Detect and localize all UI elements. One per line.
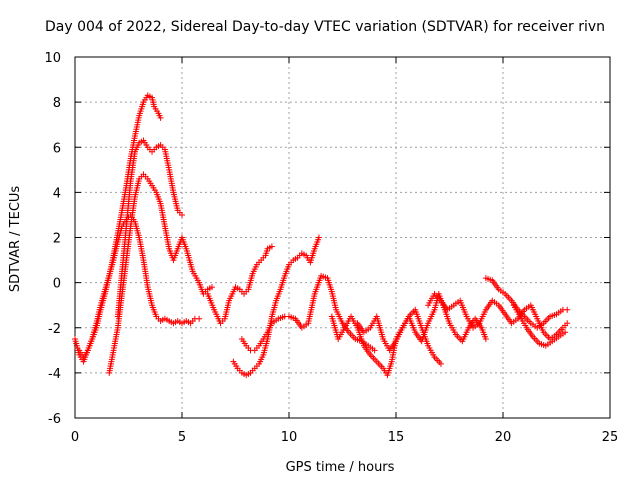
y-tick-label: 8 xyxy=(53,96,61,111)
plot-frame xyxy=(74,56,611,419)
x-tick-label: 25 xyxy=(602,430,619,445)
series-arc-7 xyxy=(238,272,378,354)
x-tick-label: 0 xyxy=(71,430,79,445)
y-tick-label: 10 xyxy=(44,51,61,66)
y-tick-label: -2 xyxy=(48,322,61,337)
y-tick-label: 0 xyxy=(53,277,61,292)
chart-title: Day 004 of 2022, Sidereal Day-to-day VTE… xyxy=(45,19,605,35)
data-point xyxy=(268,243,275,250)
y-tick-label: 6 xyxy=(53,141,61,156)
series-arc-9 xyxy=(354,290,489,354)
x-tick-label: 15 xyxy=(388,430,405,445)
x-axis-label: GPS time / hours xyxy=(286,460,395,475)
data-point xyxy=(371,347,378,354)
data-point xyxy=(437,360,444,367)
y-tick-label: 4 xyxy=(53,186,61,201)
y-tick-label: -4 xyxy=(48,367,61,382)
series-arc-12 xyxy=(510,302,569,349)
x-tick-label: 5 xyxy=(178,430,186,445)
data-point xyxy=(196,315,203,322)
x-tick-label: 10 xyxy=(281,430,298,445)
data-point xyxy=(562,329,569,336)
data-points xyxy=(72,92,571,379)
axes: 0 5 10 15 20 25 -6 -4 -2 0 2 4 6 8 10 xyxy=(44,51,618,445)
series-arc-2 xyxy=(76,211,203,361)
data-point xyxy=(179,211,185,218)
y-axis-label: SDTVAR / TECUs xyxy=(8,186,23,293)
data-point xyxy=(564,306,571,313)
data-point xyxy=(208,284,215,291)
series-arc-4 xyxy=(114,137,185,320)
y-tick-label: 2 xyxy=(53,232,61,247)
data-point xyxy=(315,234,322,241)
x-tick-label: 20 xyxy=(495,430,512,445)
data-point xyxy=(564,320,571,327)
data-point xyxy=(482,336,489,343)
data-point xyxy=(157,114,164,121)
series-arc-5 xyxy=(204,243,275,327)
grid-lines xyxy=(75,57,610,418)
y-tick-label: -6 xyxy=(48,412,61,427)
